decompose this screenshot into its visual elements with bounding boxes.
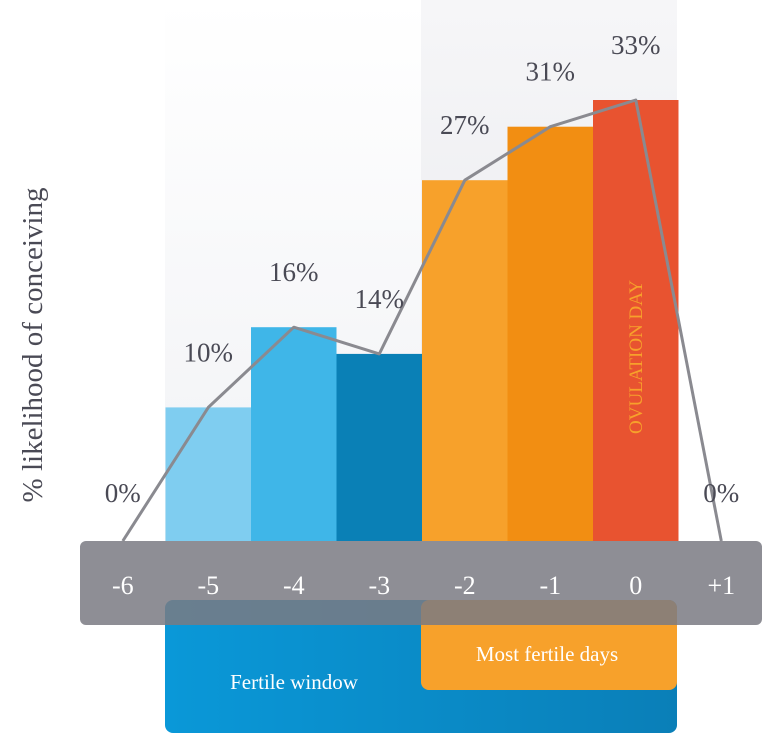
value-label: 33% (611, 30, 661, 60)
x-tick-label: 0 (629, 571, 642, 600)
ovulation-day-annotation: OVULATION DAY (626, 280, 647, 434)
value-label: 27% (440, 110, 490, 140)
x-tick-label: -3 (368, 571, 390, 600)
most-fertile-days-label: Most fertile days (476, 642, 618, 666)
bar--1 (507, 126, 593, 541)
x-tick-label: -1 (539, 571, 561, 600)
x-tick-label: -6 (112, 571, 134, 600)
value-label: 0% (105, 478, 141, 508)
x-tick-label: -2 (454, 571, 476, 600)
bar--3 (336, 353, 422, 541)
bars-group (165, 100, 679, 541)
bar-0 (593, 100, 679, 541)
x-tick-label: -4 (283, 571, 305, 600)
value-label: 0% (703, 478, 739, 508)
x-tick-labels: -6 -5 -4 -3 -2 -1 0 +1 (112, 571, 735, 600)
trend-line (121, 98, 723, 542)
value-label: 10% (184, 337, 234, 367)
value-label: 31% (526, 57, 576, 87)
value-label: 16% (269, 257, 319, 287)
bar--4 (251, 327, 337, 541)
x-tick-label: +1 (707, 571, 735, 600)
bar--2 (422, 180, 508, 541)
value-labels: 0% 10% 16% 14% 27% 31% 33% 0% (105, 30, 739, 508)
x-tick-label: -5 (197, 571, 219, 600)
bar--5 (165, 407, 251, 541)
fertile-window-label: Fertile window (230, 670, 359, 694)
x-axis-band (80, 541, 762, 625)
value-label: 14% (355, 284, 405, 314)
y-axis-label: % likelihood of conceiving (17, 188, 49, 503)
